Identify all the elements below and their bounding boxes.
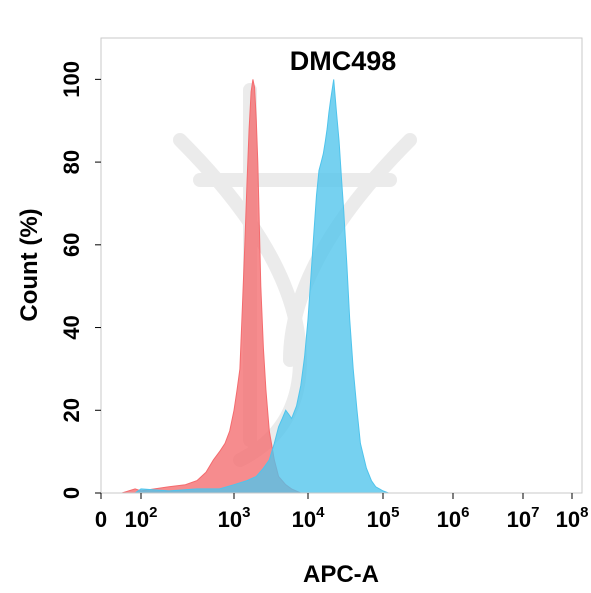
x-tick-label: 107	[507, 504, 540, 532]
y-tick-label: 40	[59, 315, 84, 339]
histogram-series-2	[133, 79, 389, 494]
chart-title: DMC498	[290, 46, 397, 76]
y-axis: 0 20 40 60 80 100	[59, 61, 101, 499]
histogram-series-1	[121, 79, 302, 494]
x-tick-label: 0	[95, 507, 107, 532]
x-axis-title: APC-A	[303, 561, 379, 588]
y-tick-label: 60	[59, 233, 84, 257]
y-tick-label: 80	[59, 150, 84, 174]
x-tick-label: 102	[125, 504, 158, 532]
x-tick-label: 103	[218, 504, 251, 532]
x-axis: 0 102 103 104 105 106 107 108	[95, 493, 589, 532]
y-tick-label: 100	[59, 61, 84, 98]
y-tick-label: 0	[59, 487, 84, 499]
series-layer	[121, 79, 389, 494]
x-tick-label: 104	[292, 504, 325, 532]
y-tick-label: 20	[59, 398, 84, 422]
x-tick-label: 106	[437, 504, 470, 532]
y-axis-title: Count (%)	[16, 208, 43, 321]
x-tick-label: 108	[556, 504, 589, 532]
plot-frame	[100, 37, 583, 494]
x-tick-label: 105	[367, 504, 400, 532]
